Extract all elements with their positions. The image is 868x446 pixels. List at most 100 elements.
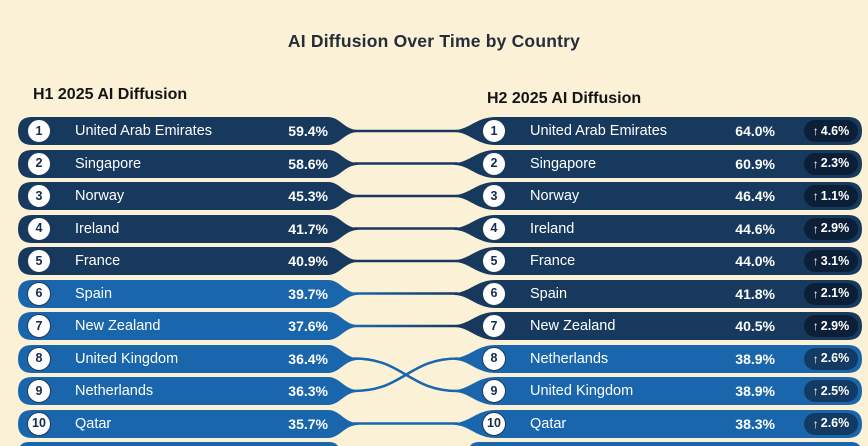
country-label: New Zealand: [75, 318, 161, 334]
change-value: 4.6%: [820, 123, 850, 138]
rank-row: 5 France 40.9% 5 France 44.0% ↑ 3.1%: [0, 247, 868, 275]
rank-number: 6: [490, 286, 498, 301]
country-label: United Arab Emirates: [530, 123, 668, 139]
rank-row: 4 Ireland 41.7% 4 Ireland 44.6% ↑ 2.9%: [0, 214, 868, 243]
left-pill-shape: [18, 279, 358, 308]
country-label: Netherlands: [530, 350, 609, 367]
rank-circle: 7: [482, 314, 506, 338]
country-label: Netherlands: [75, 383, 154, 399]
change-value: 2.9%: [820, 221, 850, 236]
country-label: Qatar: [530, 415, 567, 432]
rank-row: 10 Qatar 35.7% 10 Qatar 38.3% ↑ 2.6%: [0, 409, 868, 438]
value-label: 40.9%: [288, 253, 328, 269]
rank-number: 5: [490, 253, 498, 268]
right-pill-shape: [454, 409, 862, 438]
rank-circle: 8: [482, 346, 506, 371]
value-label: 38.9%: [735, 383, 775, 399]
country-label: New Zealand: [530, 318, 616, 334]
country-label: Singapore: [75, 155, 142, 172]
rank-circle: 8: [27, 346, 51, 371]
column-header-h1: H1 2025 AI Diffusion: [33, 86, 188, 103]
right-rank-pill: 7 New Zealand 40.5% ↑ 2.9%: [454, 312, 862, 340]
rank-number: 5: [35, 253, 43, 268]
rank-row: 3 Norway 45.3% 3 Norway 46.4% ↑ 1.1%: [0, 182, 868, 210]
rank-circle: 3: [482, 184, 506, 208]
value-label: 46.4%: [735, 188, 775, 204]
value-label: 36.3%: [288, 383, 328, 399]
right-rank-pill: 6 Spain 41.8% ↑ 2.1%: [454, 279, 862, 308]
value-label: 40.5%: [735, 318, 775, 334]
value-label: 59.4%: [288, 123, 328, 139]
right-pill-shape: [454, 117, 862, 145]
left-pill-shape: [18, 117, 358, 145]
rank-number: 1: [35, 123, 43, 138]
country-label: United Arab Emirates: [75, 123, 213, 139]
rank-number: 10: [32, 416, 46, 431]
value-label: 60.9%: [735, 155, 775, 172]
country-label: Qatar: [75, 415, 112, 432]
rank-circle: 4: [27, 216, 51, 241]
right-pill-shape: [454, 344, 862, 373]
left-rank-pill: 6 Spain 39.7%: [18, 279, 358, 308]
left-rank-pill: 3 Norway 45.3%: [18, 182, 358, 210]
value-label: 39.7%: [288, 285, 328, 302]
change-value: 3.1%: [820, 253, 850, 268]
right-pill-shape: [454, 182, 862, 210]
change-badge: ↑ 2.6%: [804, 347, 858, 370]
left-pill-shape: [18, 312, 358, 340]
left-pill-shape: [18, 377, 358, 405]
right-pill-shape: [454, 214, 862, 243]
value-label: 44.0%: [735, 253, 775, 269]
value-label: 36.4%: [288, 350, 328, 367]
change-value: 1.1%: [820, 188, 850, 203]
partial-row-sliver-left: [18, 442, 340, 446]
right-rank-pill: 5 France 44.0% ↑ 3.1%: [454, 247, 862, 275]
rank-number: 2: [35, 156, 43, 171]
rank-row: 2 Singapore 58.6% 2 Singapore 60.9% ↑ 2.…: [0, 149, 868, 178]
rank-circle: 1: [27, 119, 51, 143]
country-label: France: [530, 253, 576, 269]
rank-circle: 2: [27, 151, 51, 176]
up-arrow-icon: ↑: [812, 124, 819, 138]
left-rank-pill: 4 Ireland 41.7%: [18, 214, 358, 243]
rank-number: 8: [490, 351, 498, 366]
rank-row: 6 Spain 39.7% 6 Spain 41.8% ↑ 2.1%: [0, 279, 868, 308]
rank-circle: 3: [27, 184, 51, 208]
column-header-h2: H2 2025 AI Diffusion: [487, 90, 642, 107]
country-label: Spain: [75, 285, 113, 302]
rank-number: 7: [490, 318, 498, 333]
left-pill-shape: [18, 344, 358, 373]
rank-circle: 10: [482, 411, 506, 436]
right-pill-shape: [454, 149, 862, 178]
change-value: 2.1%: [820, 286, 850, 301]
right-rank-pill: 1 United Arab Emirates 64.0% ↑ 4.6%: [454, 117, 862, 145]
right-rank-pill: 4 Ireland 44.6% ↑ 2.9%: [454, 214, 862, 243]
country-label: Ireland: [75, 220, 120, 237]
value-label: 41.8%: [735, 285, 775, 302]
up-arrow-icon: ↑: [812, 319, 819, 333]
rank-number: 10: [487, 416, 501, 431]
rank-circle: 9: [27, 379, 51, 403]
change-value: 2.9%: [820, 318, 850, 333]
rank-row: 9 Netherlands 36.3% 9 United Kingdom 38.…: [0, 377, 868, 405]
change-badge: ↑ 2.5%: [804, 380, 858, 402]
right-pill-shape: [454, 247, 862, 275]
change-badge: ↑ 3.1%: [804, 250, 858, 272]
country-label: Singapore: [530, 155, 597, 172]
rank-row: 1 United Arab Emirates 59.4% 1 United Ar…: [0, 117, 868, 145]
rank-row: 7 New Zealand 37.6% 7 New Zealand 40.5% …: [0, 312, 868, 340]
change-badge: ↑ 2.9%: [804, 217, 858, 240]
up-arrow-icon: ↑: [812, 189, 819, 203]
value-label: 64.0%: [735, 123, 775, 139]
rank-number: 4: [35, 221, 43, 236]
change-badge: ↑ 1.1%: [804, 185, 858, 207]
partial-row-sliver-right: [468, 442, 862, 446]
rank-number: 3: [490, 188, 498, 203]
change-badge: ↑ 2.6%: [804, 412, 858, 435]
rank-number: 6: [35, 286, 43, 301]
left-rank-pill: 7 New Zealand 37.6%: [18, 312, 358, 340]
rank-number: 8: [35, 351, 43, 366]
left-rank-pill: 5 France 40.9%: [18, 247, 358, 275]
left-pill-shape: [18, 214, 358, 243]
